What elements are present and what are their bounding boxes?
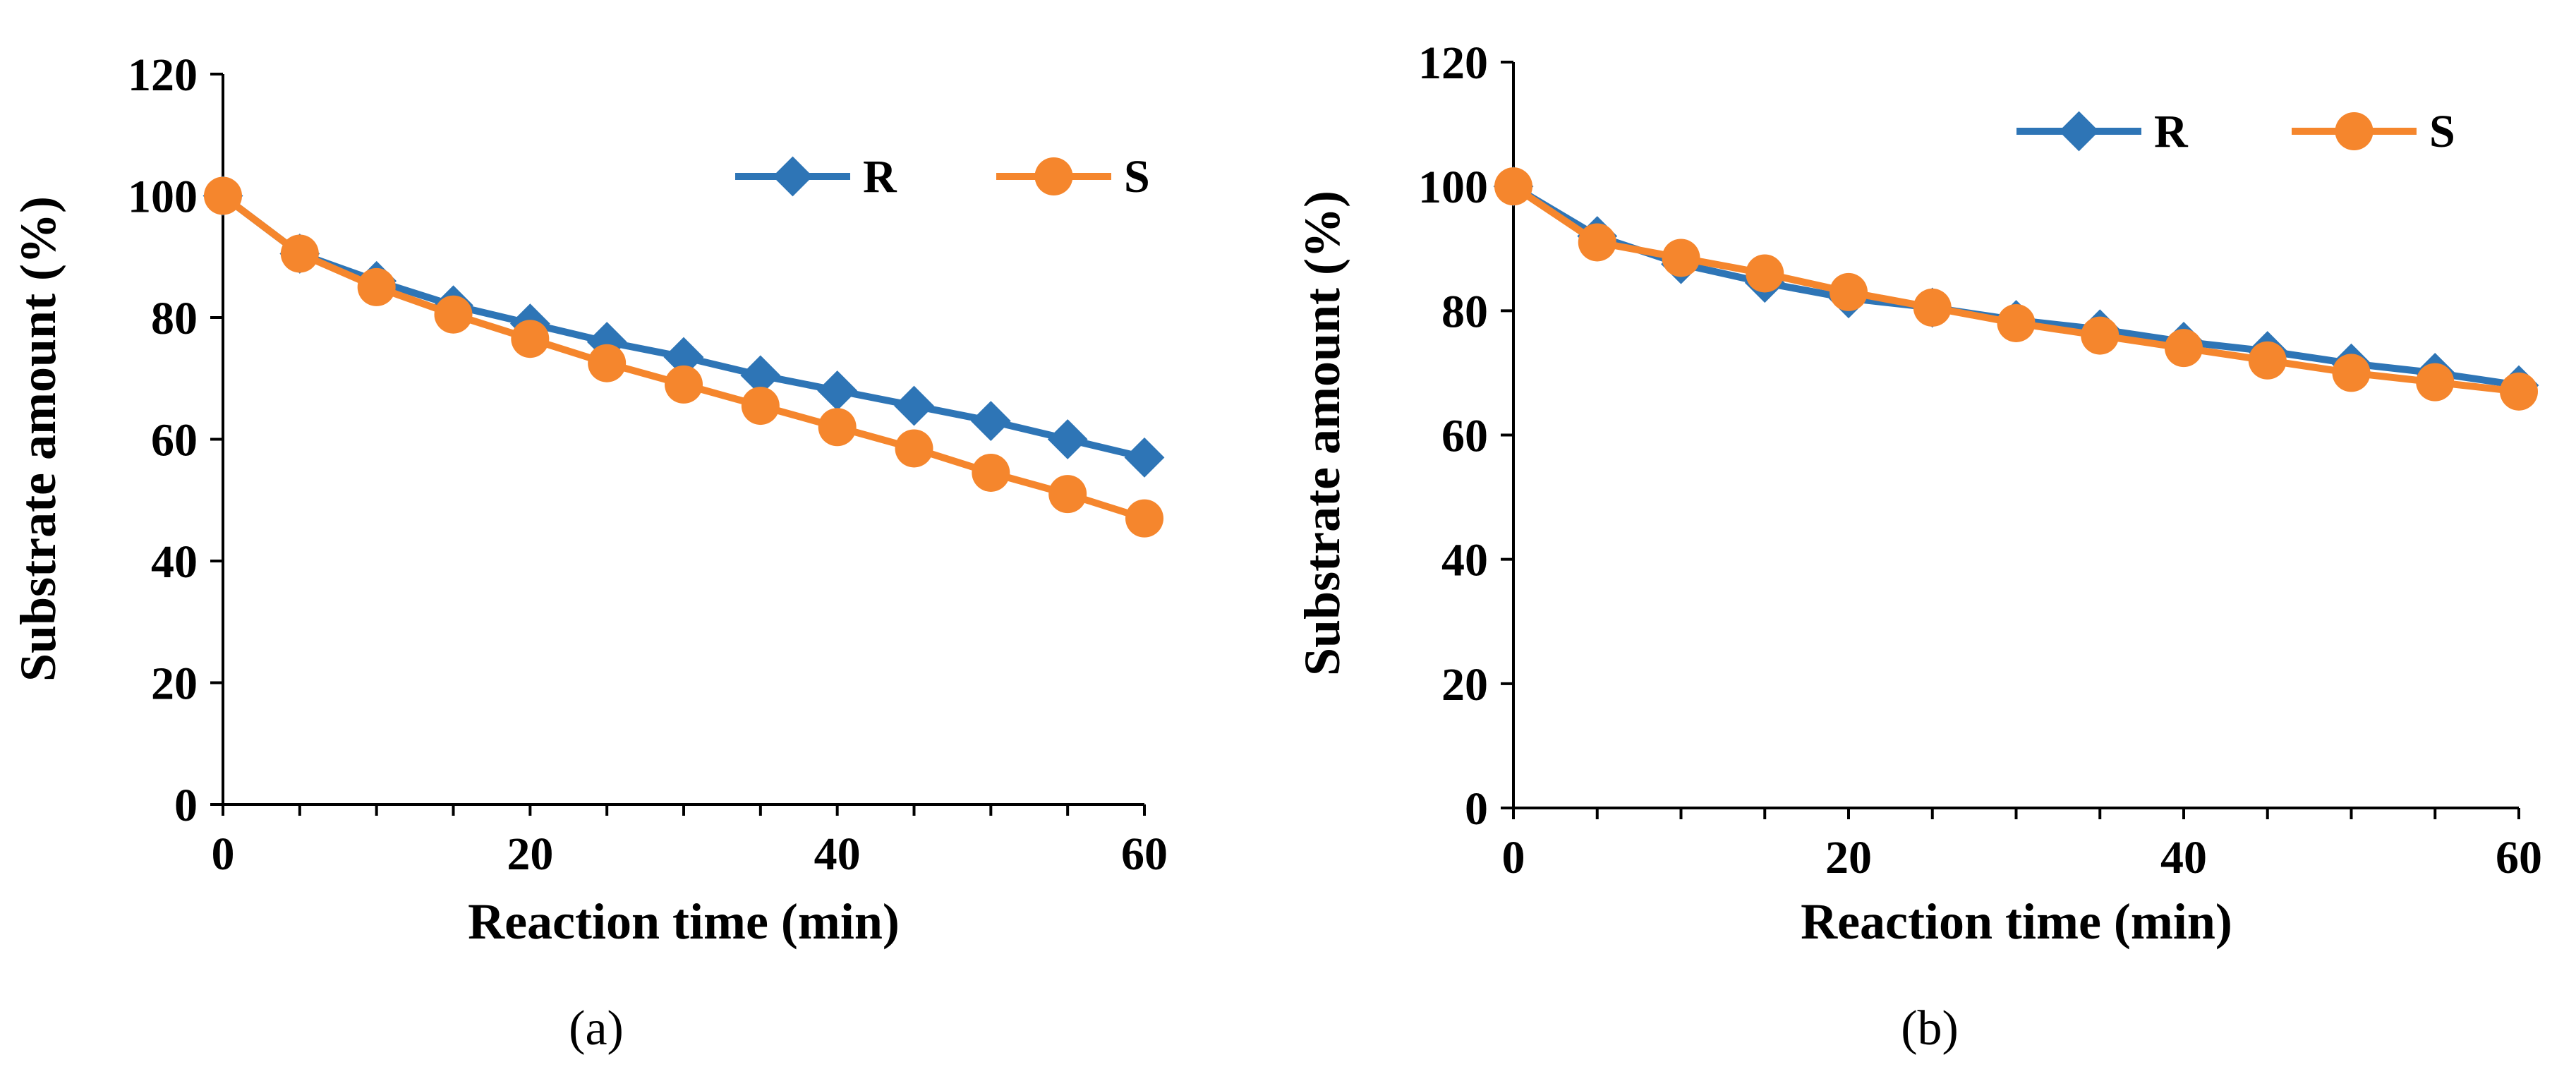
- y-axis-title: Substrate amount (%): [1294, 191, 1350, 676]
- y-tick-label: 40: [1441, 535, 1488, 586]
- series-R-point: [970, 401, 1011, 442]
- series-S-point: [818, 408, 857, 447]
- y-tick-label: 60: [151, 415, 198, 466]
- series-S-point: [204, 176, 242, 215]
- panel-b: 0 20 40 60 80 100 120 0 20 40 60 Reaction time (min…: [1294, 37, 2542, 1056]
- series-S-point: [741, 387, 780, 426]
- series-S-point: [2248, 341, 2287, 380]
- series-S-point: [972, 453, 1010, 492]
- y-tick-label: 0: [1465, 783, 1488, 835]
- legend-item-R: R: [735, 151, 897, 203]
- series-S: [204, 176, 1163, 538]
- legend-item-S: S: [2292, 106, 2455, 157]
- legend-item-S: S: [996, 151, 1150, 203]
- series-S-point: [1578, 223, 1616, 262]
- x-tick-label: 20: [507, 828, 553, 880]
- series-S-point: [895, 429, 933, 468]
- legend-swatch-marker: [2059, 111, 2099, 152]
- series-S-point: [1662, 239, 1700, 277]
- series-R-point: [817, 370, 858, 411]
- y-axis-title: Substrate amount (%): [10, 196, 66, 682]
- series-S-point: [2165, 329, 2203, 368]
- x-tick-label: 0: [212, 828, 235, 880]
- series-S-point: [1746, 254, 1784, 293]
- series-S-point: [1913, 288, 1952, 327]
- series-S-point: [1997, 303, 2036, 342]
- legend-swatch-marker: [1034, 157, 1073, 195]
- series-S: [1494, 167, 2538, 411]
- series-S-point: [1048, 475, 1087, 514]
- panel-label: (b): [1901, 1001, 1959, 1056]
- series-S-point: [2332, 354, 2371, 392]
- series-S-point: [280, 234, 319, 273]
- series-R: [202, 176, 1165, 478]
- y-tick-label: 0: [174, 780, 198, 831]
- x-tick-label: 60: [1121, 828, 1168, 880]
- y-tick-label: 120: [1418, 37, 1488, 89]
- y-tick-label: 20: [151, 658, 198, 710]
- series-S-point: [1830, 272, 1868, 311]
- series-S-point: [1125, 499, 1163, 538]
- legend-item-R: R: [2016, 106, 2189, 157]
- series-R-point: [1047, 419, 1088, 459]
- series-S-point: [665, 365, 703, 404]
- series-R-point: [894, 385, 934, 426]
- y-tick-label: 40: [151, 536, 198, 588]
- series-S-point: [588, 344, 627, 382]
- x-axis-title: Reaction time (min): [1801, 893, 2232, 950]
- y-tick-label: 120: [128, 49, 198, 101]
- x-tick-label: 40: [814, 828, 861, 880]
- legend-label: S: [1124, 151, 1150, 203]
- panel-label: (a): [569, 1001, 624, 1056]
- legend-label: S: [2429, 106, 2455, 157]
- series-S-point: [357, 267, 396, 306]
- y-tick-label: 20: [1441, 659, 1488, 711]
- legend-swatch-marker: [2335, 112, 2374, 150]
- x-tick-label: 60: [2496, 832, 2542, 883]
- panel-a: 0 20 40 60 80 100 120 0 20 40 60 Reaction time (min…: [10, 49, 1168, 1056]
- y-tick-label: 80: [1441, 286, 1488, 337]
- series-S-point: [2500, 372, 2538, 411]
- legend-label: R: [863, 151, 897, 203]
- y-tick-label: 100: [1418, 162, 1488, 213]
- series-S-point: [2416, 363, 2455, 402]
- series-R-point: [1124, 437, 1165, 478]
- series-R-line: [1511, 183, 2520, 389]
- legend-swatch-marker: [773, 156, 813, 197]
- y-tick-label: 80: [151, 293, 198, 344]
- series-R: [1493, 166, 2539, 406]
- series-S-point: [434, 295, 473, 334]
- series-S-point: [511, 320, 550, 358]
- x-tick-label: 20: [1825, 832, 1872, 883]
- x-tick-label: 40: [2160, 832, 2207, 883]
- x-tick-label: 0: [1502, 832, 1525, 883]
- legend-label: R: [2154, 106, 2189, 157]
- x-axis-title: Reaction time (min): [468, 893, 900, 950]
- y-tick-label: 60: [1441, 411, 1488, 462]
- y-tick-label: 100: [128, 171, 198, 223]
- series-S-point: [1494, 167, 1532, 206]
- series-S-point: [2081, 316, 2120, 355]
